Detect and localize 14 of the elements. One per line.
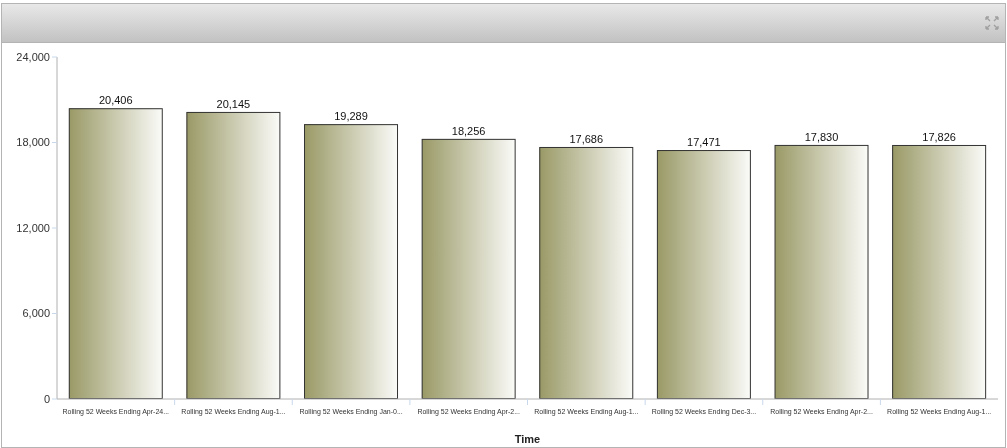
y-tick-label: 0 — [43, 392, 50, 405]
data-label: 18,256 — [451, 124, 486, 137]
data-label: 17,830 — [804, 130, 839, 143]
data-label: 17,826 — [922, 130, 956, 143]
y-tick-label: 24,000 — [16, 50, 50, 63]
data-label: 19,289 — [334, 110, 368, 123]
data-label: 20,145 — [216, 97, 251, 110]
y-tick-label: 6,000 — [22, 307, 50, 320]
data-label: 17,686 — [569, 132, 604, 145]
y-tick-label: 18,000 — [16, 136, 50, 149]
y-tick-label: 12,000 — [16, 221, 50, 234]
data-label: 17,471 — [687, 136, 721, 149]
x-axis-title: Time — [514, 433, 541, 445]
data-label: 20,406 — [98, 94, 133, 107]
